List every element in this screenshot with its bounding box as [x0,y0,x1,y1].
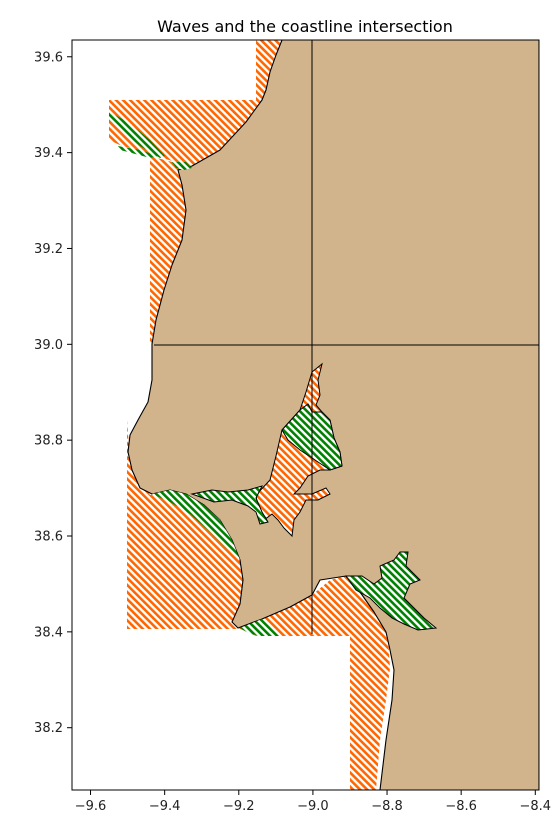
y-axis: 38.2 38.4 38.6 38.8 39.0 39.2 39.4 39.6 [34,50,72,736]
y-tick-label: 38.6 [34,530,63,545]
y-tick-label: 38.8 [34,434,63,449]
tagus-south-shore-green [190,485,269,525]
tagus-estuary [255,362,343,538]
intersection-cape [172,162,192,170]
wave-zone-west-strip [127,156,244,629]
y-tick-label: 39.4 [34,146,63,161]
map-area [72,40,539,790]
y-tick-label: 38.2 [34,721,63,736]
intersection-layer [109,112,282,636]
x-tick-label: −8.8 [371,799,403,814]
x-tick-label: −9.4 [149,799,181,814]
x-axis: −9.6 −9.4 −9.2 −9.0 −8.8 −8.6 −8.4 [75,790,551,814]
x-tick-label: −8.6 [445,799,477,814]
reference-grid [154,40,539,634]
intersection-south-bay [240,619,282,636]
x-tick-label: −9.0 [297,799,329,814]
x-tick-label: −9.2 [223,799,255,814]
sado-estuary [345,551,438,631]
y-tick-label: 38.4 [34,625,63,640]
axes-frame [71,39,540,791]
intersection-north-point [118,146,158,158]
wave-zone-south-strip [350,636,390,790]
y-tick-label: 39.6 [34,50,63,65]
y-tick-label: 39.0 [34,338,63,353]
x-tick-label: −8.4 [520,799,552,814]
intersection-costa [152,490,240,560]
y-tick-label: 39.2 [34,242,63,257]
x-tick-label: −9.6 [75,799,107,814]
chart-title: Waves and the coastline intersection [157,17,453,36]
estuary-layer [190,362,438,631]
intersection-north [109,112,165,158]
